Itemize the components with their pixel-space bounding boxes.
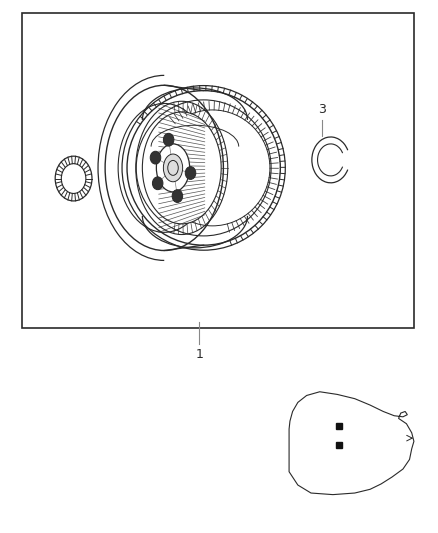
Ellipse shape (312, 137, 350, 183)
Circle shape (163, 133, 174, 146)
Polygon shape (289, 392, 414, 495)
Ellipse shape (55, 156, 92, 201)
Ellipse shape (105, 85, 223, 251)
Circle shape (172, 190, 183, 203)
Ellipse shape (318, 144, 344, 176)
Ellipse shape (310, 135, 351, 185)
Ellipse shape (156, 144, 190, 192)
Ellipse shape (116, 80, 291, 256)
Ellipse shape (163, 154, 183, 182)
Circle shape (152, 177, 163, 190)
Text: 1: 1 (195, 348, 203, 360)
Bar (22, 13, 414, 328)
Ellipse shape (61, 164, 86, 193)
Ellipse shape (142, 112, 221, 224)
Text: 3: 3 (318, 103, 326, 116)
Circle shape (150, 151, 161, 164)
Circle shape (185, 167, 196, 180)
Text: 2: 2 (57, 175, 64, 188)
